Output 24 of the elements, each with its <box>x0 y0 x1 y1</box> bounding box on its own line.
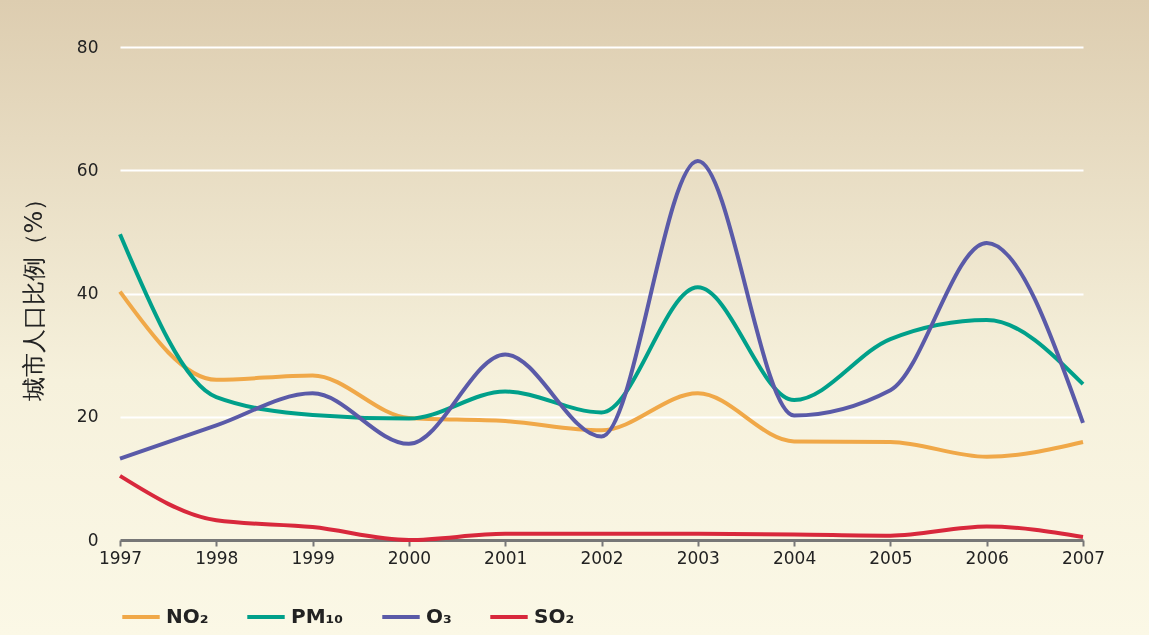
y-tick-label: 60 <box>76 159 99 180</box>
legend-label: PM₁₀ <box>291 604 344 628</box>
x-tick-label: 2001 <box>484 547 528 568</box>
x-tick-label: 2005 <box>869 547 913 568</box>
y-tick-label: 20 <box>76 406 99 427</box>
y-tick-label: 0 <box>87 529 99 550</box>
y-axis-title: 城市人口比例（%） <box>19 186 48 403</box>
legend-label: O₃ <box>426 604 452 628</box>
line-series <box>118 159 1085 461</box>
x-tick-label: 2007 <box>1061 547 1106 568</box>
x-tick-label: 1997 <box>98 547 143 568</box>
legend-label: SO₂ <box>534 604 575 628</box>
line-series <box>118 232 1085 421</box>
x-tick-label: 1999 <box>291 547 335 568</box>
x-tick-label: 2003 <box>676 547 720 568</box>
x-tick-label: 2002 <box>580 547 624 568</box>
x-tick-label: 2000 <box>387 547 432 568</box>
line-series <box>118 289 1085 459</box>
legend-label: NO₂ <box>166 604 209 628</box>
x-tick-label: 2004 <box>772 547 817 568</box>
y-tick-label: 40 <box>76 283 99 303</box>
y-tick-label: 80 <box>76 36 99 57</box>
x-tick-label: 2006 <box>965 547 1009 568</box>
x-tick-label: 1998 <box>195 547 239 568</box>
